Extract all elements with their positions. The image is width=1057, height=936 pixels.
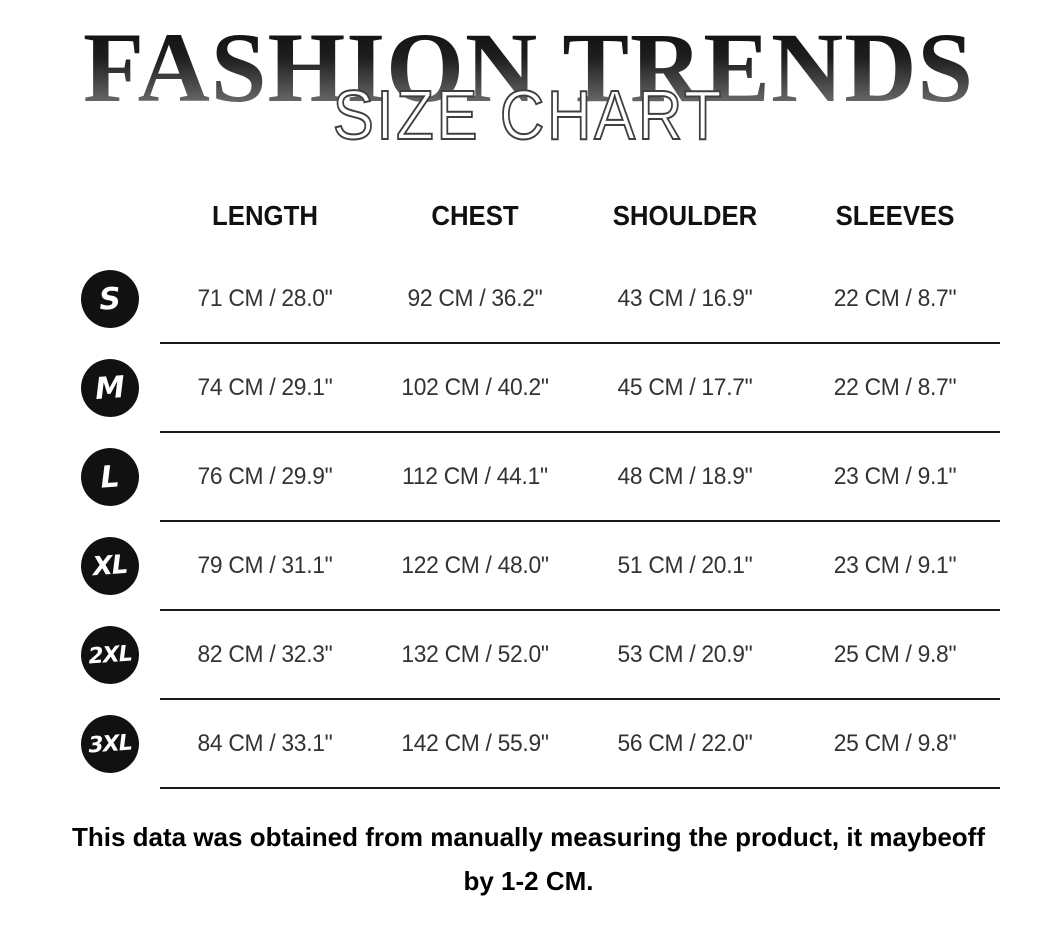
table-row-l: L 76 CM / 29.9" 112 CM / 44.1" 48 CM / 1… <box>60 433 1000 520</box>
chest-value: 122 CM / 48.0" <box>401 551 549 579</box>
row-divider <box>160 520 1000 522</box>
size-badge-s: S <box>79 267 141 330</box>
length-value: 76 CM / 29.9" <box>197 462 333 490</box>
length-value: 82 CM / 32.3" <box>197 640 333 668</box>
size-badge-cell: XL <box>60 534 160 597</box>
sleeves-value: 23 CM / 9.1" <box>833 462 957 490</box>
row-divider <box>160 787 1000 789</box>
chest-value: 132 CM / 52.0" <box>401 640 549 668</box>
table-row-m: M 74 CM / 29.1" 102 CM / 40.2" 45 CM / 1… <box>60 344 1000 431</box>
subtitle-wrap: SIZE CHART <box>0 76 1057 154</box>
sleeves-value: 25 CM / 9.8" <box>833 729 957 757</box>
length-value: 84 CM / 33.1" <box>197 729 333 757</box>
size-badge-cell: 3XL <box>60 712 160 775</box>
disclaimer-line-2: by 1-2 CM. <box>463 866 594 896</box>
shoulder-value: 48 CM / 18.9" <box>617 462 753 490</box>
chest-value: 142 CM / 55.9" <box>401 729 549 757</box>
row-divider <box>160 698 1000 700</box>
size-badge-cell: S <box>60 267 160 330</box>
size-badge-m: M <box>79 356 141 419</box>
length-value: 71 CM / 28.0" <box>197 284 333 312</box>
disclaimer-line-1: This data was obtained from manually mea… <box>71 822 986 852</box>
row-divider <box>160 609 1000 611</box>
sleeves-value: 22 CM / 8.7" <box>833 373 957 401</box>
table-row-2xl: 2XL 82 CM / 32.3" 132 CM / 52.0" 53 CM /… <box>60 611 1000 698</box>
size-table: LENGTH CHEST SHOULDER SLEEVES S 71 CM / … <box>60 177 1000 789</box>
size-badge-cell: L <box>60 445 160 508</box>
brand-title: FASHION TRENDS <box>82 12 975 123</box>
sleeves-value: 23 CM / 9.1" <box>833 551 957 579</box>
column-header-shoulder: SHOULDER <box>612 200 758 231</box>
size-badge-xl: XL <box>79 534 141 597</box>
row-divider <box>160 342 1000 344</box>
shoulder-value: 51 CM / 20.1" <box>617 551 753 579</box>
size-chart-subtitle: SIZE CHART <box>332 76 725 154</box>
table-row-3xl: 3XL 84 CM / 33.1" 142 CM / 55.9" 56 CM /… <box>60 700 1000 787</box>
size-badge-cell: 2XL <box>60 623 160 686</box>
size-badge-l: L <box>79 445 141 508</box>
size-badge-cell: M <box>60 356 160 419</box>
length-value: 79 CM / 31.1" <box>197 551 333 579</box>
title-block: FASHION TRENDS SIZE CHART <box>0 0 1057 165</box>
chest-value: 102 CM / 40.2" <box>401 373 549 401</box>
shoulder-value: 45 CM / 17.7" <box>617 373 753 401</box>
column-header-chest: CHEST <box>431 200 519 231</box>
column-header-sleeves: SLEEVES <box>835 200 955 231</box>
shoulder-value: 53 CM / 20.9" <box>617 640 753 668</box>
table-header-row: LENGTH CHEST SHOULDER SLEEVES <box>60 177 1000 255</box>
table-row-s: S 71 CM / 28.0" 92 CM / 36.2" 43 CM / 16… <box>60 255 1000 342</box>
shoulder-value: 43 CM / 16.9" <box>617 284 753 312</box>
size-badge-3xl: 3XL <box>79 712 141 775</box>
size-badge-2xl: 2XL <box>79 623 141 686</box>
chest-value: 92 CM / 36.2" <box>407 284 543 312</box>
length-value: 74 CM / 29.1" <box>197 373 333 401</box>
sleeves-value: 22 CM / 8.7" <box>833 284 957 312</box>
table-row-xl: XL 79 CM / 31.1" 122 CM / 48.0" 51 CM / … <box>60 522 1000 609</box>
sleeves-value: 25 CM / 9.8" <box>833 640 957 668</box>
chest-value: 112 CM / 44.1" <box>402 462 548 490</box>
measurement-disclaimer: This data was obtained from manually mea… <box>0 815 1057 903</box>
shoulder-value: 56 CM / 22.0" <box>617 729 753 757</box>
row-divider <box>160 431 1000 433</box>
column-header-length: LENGTH <box>212 200 318 231</box>
